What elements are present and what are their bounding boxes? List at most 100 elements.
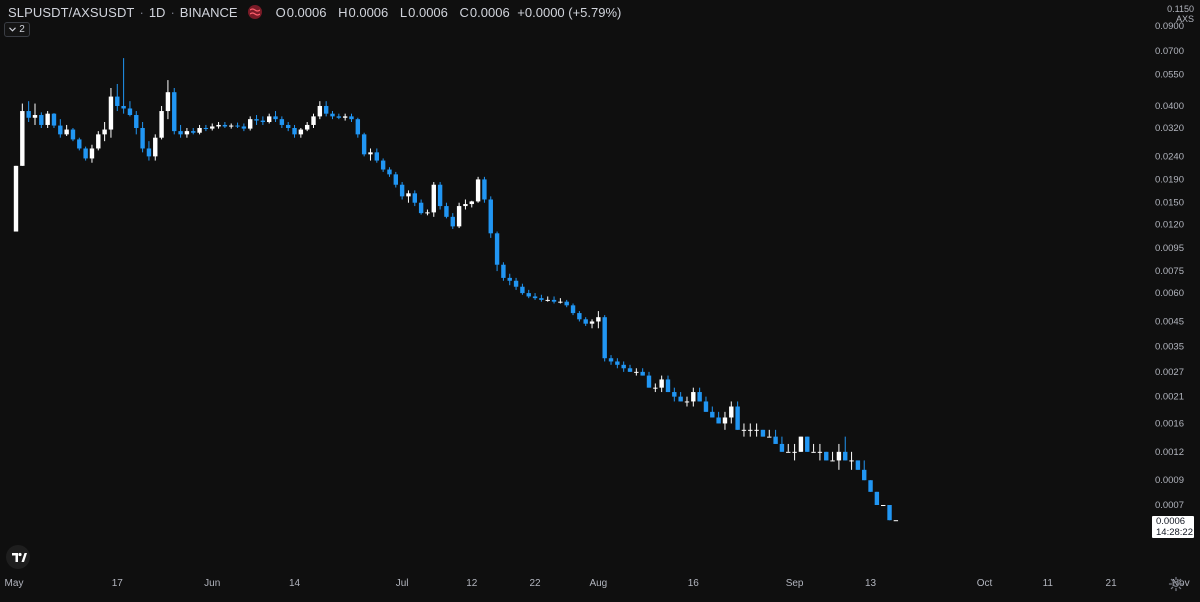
candle-body — [729, 406, 734, 418]
y-tick-label: 0.0027 — [1155, 367, 1184, 378]
candle-body — [463, 204, 468, 207]
symbol-label[interactable]: SLPUSDT/AXSUSDT — [8, 4, 135, 20]
candle-body — [159, 111, 164, 138]
gear-icon[interactable] — [1168, 576, 1184, 592]
candle-body — [779, 443, 785, 452]
candle-body — [425, 212, 430, 214]
candle-body — [805, 436, 810, 452]
candle-body — [767, 436, 772, 438]
candle-body — [735, 406, 740, 430]
candle-body — [330, 113, 335, 117]
candle-body — [684, 401, 690, 403]
candle-body — [634, 371, 639, 373]
x-tick-label: 13 — [865, 578, 877, 589]
candle-body — [874, 491, 880, 505]
candle-body — [817, 451, 823, 453]
candle-body — [336, 116, 342, 118]
candle-body — [646, 375, 652, 388]
candle-body — [387, 169, 392, 175]
candle-body — [77, 139, 82, 149]
ohlc-values: O0.0006 H0.0006 L0.0006 C0.0006 +0.0000 … — [275, 4, 622, 20]
chevron-down-icon — [9, 27, 17, 32]
candle-body — [520, 286, 525, 294]
candle-body — [248, 119, 253, 129]
candle-body — [539, 298, 544, 300]
market-status-icon[interactable] — [247, 5, 262, 19]
candle-body — [165, 92, 171, 112]
candle-body — [153, 137, 158, 157]
candle-body — [596, 317, 601, 322]
x-tick-label: 17 — [112, 578, 124, 589]
y-tick-label: 0.0009 — [1155, 475, 1184, 486]
candle-body — [254, 119, 259, 121]
collapse-indicators-button[interactable]: 2 — [4, 22, 30, 37]
y-tick-label: 0.0240 — [1155, 151, 1184, 162]
y-tick-label: 0.0095 — [1155, 243, 1184, 254]
candle-body — [241, 126, 247, 129]
candle-body — [374, 152, 380, 161]
candle-body — [830, 460, 835, 462]
candle-body — [70, 129, 76, 140]
candle-body — [532, 296, 538, 299]
candle-body — [121, 105, 126, 109]
x-tick-label: Jul — [396, 578, 409, 589]
candle-body — [672, 392, 677, 397]
candle-body — [653, 387, 658, 389]
candle-body — [513, 280, 519, 287]
candle-body — [697, 392, 702, 402]
x-tick-label: Sep — [786, 578, 804, 589]
candle-body — [134, 115, 139, 128]
y-tick-label: 0.0075 — [1155, 266, 1184, 277]
current-price-tag: 0.0006 14:28:22 — [1152, 516, 1194, 538]
x-tick-label: Aug — [589, 578, 607, 589]
candle-body — [786, 451, 791, 453]
candle-body — [39, 115, 44, 125]
x-tick-label: 14 — [289, 578, 301, 589]
candle-body — [368, 152, 373, 155]
candle-body — [526, 293, 531, 297]
candle-body — [418, 202, 424, 214]
candle-body — [843, 451, 848, 461]
tradingview-logo-icon[interactable] — [6, 545, 30, 569]
indicator-count: 2 — [19, 24, 25, 35]
candle-body — [507, 277, 512, 281]
candle-body — [703, 401, 709, 412]
candle-body — [292, 127, 297, 135]
candle-body — [83, 148, 88, 159]
candle-body — [501, 264, 506, 278]
candle-body — [640, 371, 645, 376]
chart-legend: SLPUSDT/AXSUSDT · 1D · BINANCE O0.0006 H… — [8, 4, 621, 20]
candle-body — [32, 115, 38, 118]
exchange-label: BINANCE — [179, 4, 238, 20]
current-price: 0.0006 — [1156, 516, 1186, 527]
candle-body — [20, 111, 25, 166]
candle-body — [393, 174, 398, 185]
candle-body — [855, 460, 861, 470]
candle-body — [691, 392, 696, 402]
candle-body — [710, 411, 715, 418]
candle-body — [558, 301, 563, 303]
candle-body — [127, 108, 133, 116]
interval-label[interactable]: 1D — [148, 4, 166, 20]
candle-body — [191, 131, 196, 133]
candle-body — [475, 179, 481, 202]
candle-body — [45, 113, 50, 125]
candle-body — [437, 184, 443, 207]
close-value: 0.0006 — [469, 4, 510, 20]
candle-body — [26, 111, 31, 118]
candle-body — [792, 451, 797, 453]
candle-body — [811, 451, 816, 453]
candle-body — [741, 429, 747, 431]
low-value: 0.0006 — [408, 4, 448, 20]
y-tick-label: 0.0021 — [1155, 392, 1184, 403]
candle-body — [96, 134, 101, 149]
candle-body — [773, 436, 778, 444]
separator: · — [170, 4, 175, 20]
candle-body — [260, 120, 266, 123]
candle-body — [311, 116, 316, 125]
candle-body — [229, 125, 234, 127]
candle-body — [349, 116, 354, 120]
y-tick-label: 0.0007 — [1155, 500, 1184, 511]
